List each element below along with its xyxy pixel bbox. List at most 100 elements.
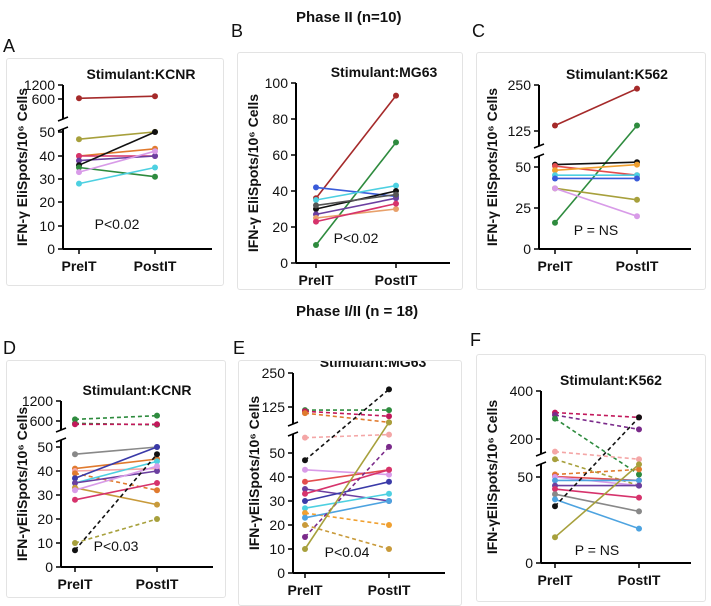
chart-b-svg: 0 20 40 60 80 100 PreIT PostIT IFN-γ EliSpots/10… [245,64,450,288]
data-point [302,466,308,473]
panel-label-a: A [3,36,16,56]
data-point [552,456,558,463]
series-line [78,166,156,185]
axis-break-mark [55,427,67,433]
y-axis-title: IFN-γEliSpots/10⁶ Cells [484,400,500,554]
series-line [304,493,390,509]
data-point [386,413,392,420]
p-value-annotation: P<0.02 [334,230,379,246]
series-line [554,476,640,487]
series-line [554,493,640,513]
y-axis-title: IFN-γ EliSpots/10⁶ Cells [245,94,261,252]
chart-title: Stimulant:K562 [560,372,662,388]
y-tick-label: 250 [508,77,532,93]
series-line [554,187,638,201]
y-tick-label: 125 [262,399,286,415]
data-point [154,501,160,508]
series-line [315,197,397,216]
series-line [74,470,158,484]
series-line [554,87,638,127]
data-point [154,487,160,494]
data-point [636,471,642,478]
data-point [154,480,160,486]
data-point [152,148,158,155]
series-line [315,95,397,199]
data-point [552,486,558,493]
y-tick-label: 25 [515,200,531,216]
y-tick-label: 20 [272,219,288,235]
y-tick-label: 50 [39,124,55,140]
y-tick-label: 0 [277,565,285,581]
y-tick-label: 50 [517,469,533,485]
chart-panel-a: 0 10 20 30 40 50 600 1200 PreIT PostIT IFN-γ EliSp… [6,58,224,286]
chart-e-svg: 0 10 20 30 40 50 125 250 PreIT PostIT IFN-γEliSpot… [246,361,445,598]
series-line [304,388,390,461]
data-point [302,522,308,528]
y-tick-label: 20 [39,194,55,210]
data-point [76,153,82,159]
axes-b: 0 20 40 60 80 100 PreIT PostIT [265,75,450,288]
series-line [554,468,640,476]
series-line [554,463,640,538]
chart-panel-e: 0 10 20 30 40 50 125 250 PreIT PostIT IFN-γEliSpot… [238,360,462,606]
data-point [636,426,642,433]
data-point [152,129,158,135]
series-line [554,187,638,217]
axes-e: 0 10 20 30 40 50 125 250 PreIT PostIT [262,365,445,598]
series-line [554,450,640,461]
series-line [304,433,390,439]
data-point [386,443,392,450]
data-point [76,164,82,171]
data-point [72,470,78,477]
data-point [313,197,319,203]
x-tick-label: PreIT [287,582,322,598]
chart-c-svg: 0 25 50 125 250 PreIT PostIT IFN-γ EliSpots/10⁶… [484,66,691,274]
data-point [154,444,160,450]
y-tick-label: 30 [269,493,285,509]
data-point [552,122,558,129]
data-point [393,182,399,189]
y-tick-label: 40 [37,463,53,479]
data-point [154,468,160,474]
x-tick-label: PreIT [57,576,92,592]
data-point [154,516,160,522]
chart-panel-f: 0 50 200 400 PreIT PostIT IFN-γEliSpots/10⁶ Ce… [476,354,706,602]
y-tick-label: 60 [272,147,288,163]
x-tick-label: PreIT [61,258,96,274]
panel-label-b: B [231,21,244,41]
p-value-annotation: P<0.02 [95,216,140,232]
data-point [634,122,640,129]
series-group-a [76,93,158,187]
y-tick-label: 50 [269,445,285,461]
series-group-d [72,412,160,554]
p-value-annotation: P = NS [574,222,619,238]
series-line [315,141,397,246]
data-point [154,451,160,458]
y-tick-label: 0 [523,241,531,257]
x-tick-label: PostIT [616,258,659,274]
chart-title: Stimulant:KCNR [83,382,192,398]
axis-break-mark [57,116,69,122]
data-point [76,169,82,176]
data-point [72,421,78,428]
data-point [634,161,640,168]
data-point [313,184,319,191]
data-point [302,490,308,497]
data-point [154,421,160,428]
x-tick-label: PreIT [537,572,572,588]
y-tick-label: 1200 [22,393,53,409]
axis-break-mark [535,461,547,467]
y-tick-label: 10 [39,218,55,234]
data-point [72,480,78,486]
data-point [72,451,78,458]
axes-f: 0 50 200 400 PreIT PostIT [510,383,691,588]
data-point [636,461,642,468]
phase2-title: Phase II (n=10) [296,9,402,26]
series-line [74,458,158,470]
data-point [72,547,78,554]
series-line [554,163,638,172]
data-point [152,164,158,171]
axis-break-mark [287,431,299,437]
data-point [313,218,319,225]
